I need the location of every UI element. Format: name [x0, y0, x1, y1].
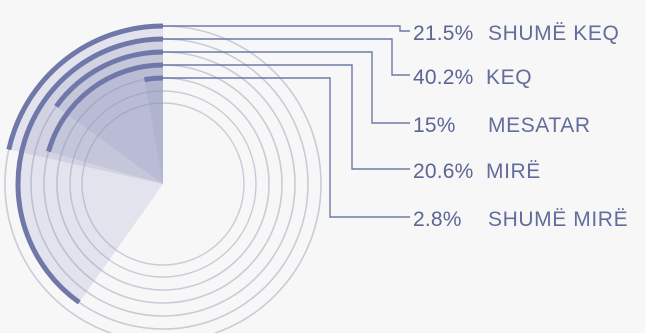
category-label-1: KEQ [486, 66, 532, 89]
inner-ring-1 [81, 102, 245, 266]
legend: 21.5% SHUMË KEQ 40.2% KEQ 15% MESATAR 20… [413, 22, 628, 231]
category-label-4: SHUMË MIRË [488, 208, 628, 231]
category-label-2: MESATAR [488, 114, 591, 137]
category-label-0: SHUMË KEQ [488, 22, 619, 45]
value-label-4: 2.8% [413, 208, 462, 231]
leader-line-4 [163, 77, 410, 218]
leader-line-2 [163, 51, 410, 124]
sector-0 [8, 26, 164, 184]
chart-arcs [6, 23, 164, 305]
chart-sectors [8, 26, 164, 303]
value-label-3: 20.6% [413, 160, 474, 183]
value-arc-0 [6, 23, 164, 151]
leader-line-0 [163, 25, 410, 32]
value-arc-1 [15, 36, 164, 305]
inner-ring-0 [69, 90, 257, 278]
leader-line-3 [163, 64, 410, 170]
leader-lines [163, 25, 410, 218]
sector-1 [17, 39, 163, 303]
value-arc-4 [144, 75, 164, 83]
sector-2 [56, 52, 163, 184]
category-label-3: MIRË [486, 160, 541, 183]
value-arc-3 [46, 62, 164, 153]
value-label-0: 21.5% [413, 22, 474, 45]
leader-line-1 [163, 38, 410, 76]
sector-4 [144, 78, 163, 184]
sector-3 [48, 65, 163, 184]
value-arc-2 [54, 49, 164, 108]
value-label-1: 40.2% [413, 66, 474, 89]
value-label-2: 15% [413, 114, 456, 137]
